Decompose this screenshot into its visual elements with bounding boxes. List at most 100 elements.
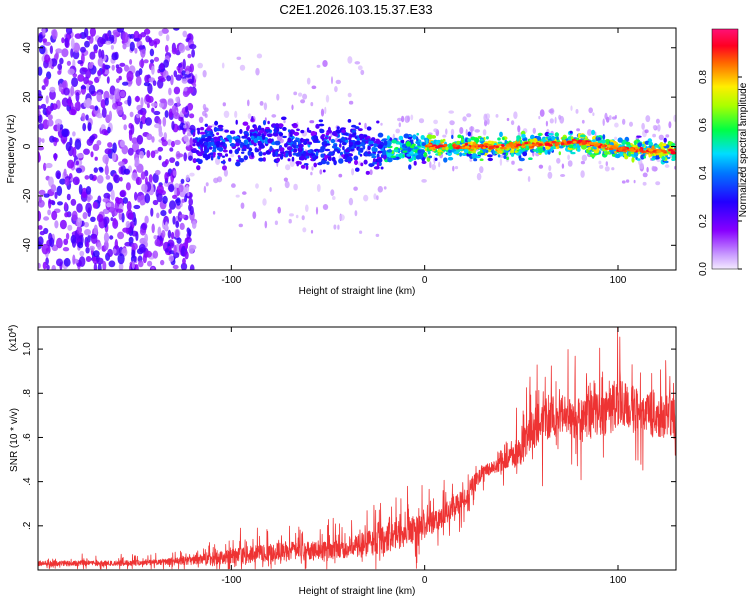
spectrogram-band-cell — [643, 155, 646, 159]
spectrogram-band-cell — [600, 139, 607, 144]
spectrogram-band-cell — [510, 152, 515, 157]
spectrogram-band-cell — [636, 135, 642, 138]
spectrogram-band-cell — [461, 138, 464, 144]
spectrogram-speckle-cell — [351, 168, 355, 176]
spectrogram-speckle-cell — [194, 73, 198, 80]
spectrogram-peak-cell — [656, 150, 662, 153]
spectrogram-peak-cell — [572, 140, 577, 144]
spectrogram-noise-cell — [160, 259, 165, 266]
spectrogram-speckle-cell — [302, 93, 308, 100]
snr-scale-suffix: ) — [8, 325, 19, 328]
spectrogram-speckle-cell — [652, 133, 656, 138]
spectrogram-noise-cell — [178, 184, 184, 193]
spectrogram-noise-cell — [123, 168, 130, 175]
spectrogram-noise-cell — [140, 171, 146, 180]
spectrogram-speckle-cell — [348, 197, 354, 206]
spectrogram-noise-cell — [47, 209, 51, 216]
spectrogram-speckle-cell — [548, 109, 554, 114]
spectrogram-band-cell — [229, 143, 236, 147]
spectrogram-noise-cell — [86, 241, 90, 248]
spectrogram-noise-cell — [172, 215, 176, 225]
spectrogram-band-cell — [305, 138, 310, 142]
spectrogram-band-cell — [351, 124, 357, 128]
spectrogram-noise-cell — [164, 172, 169, 182]
spectrogram-band-cell — [210, 141, 215, 146]
spectrogram-noise-cell — [64, 212, 69, 218]
spectrogram-speckle-cell — [223, 169, 228, 177]
spectrogram-band-cell — [447, 156, 454, 161]
spectrogram-band-cell — [252, 132, 257, 137]
spectrogram-noise-cell — [161, 28, 169, 34]
spectrogram-noise-cell — [96, 175, 104, 184]
spectrogram-speckle-cell — [311, 85, 317, 90]
spectrogram-band-cell — [214, 136, 219, 142]
spectrogram-speckle-cell — [293, 91, 298, 96]
spectrogram-peak-cell — [482, 146, 486, 150]
spectrogram-ticks: -100 0 100 -40 -20 0 20 40 — [22, 28, 676, 286]
spectrogram-band-cell — [391, 139, 397, 144]
spectrogram-speckle-cell — [269, 187, 272, 192]
spectrogram-noise-cell — [74, 33, 82, 39]
spectrogram-band-cell — [368, 140, 374, 145]
spectrogram-noise-cell — [38, 109, 41, 116]
spectrogram-band-cell — [568, 144, 575, 149]
spectrogram-speckle-cell — [484, 119, 488, 127]
spectrogram-band-cell — [324, 136, 328, 140]
spectrogram-noise-cell — [168, 184, 175, 193]
spectrogram-band-cell — [287, 158, 291, 162]
spectrogram-panel: -100 0 100 -40 -20 0 20 40 Height of straight l… — [6, 27, 677, 297]
spectrogram-noise-cell — [89, 51, 96, 60]
spectrogram-band-cell — [257, 140, 262, 145]
spectrogram-speckle-cell — [401, 115, 405, 123]
spectrogram-noise-cell — [104, 164, 109, 176]
spectrogram-band-cell — [241, 151, 245, 154]
spectrogram-speckle-cell — [238, 223, 243, 228]
spectrogram-noise-cell — [111, 151, 117, 162]
spectrogram-noise-cell — [126, 70, 134, 82]
spectrogram-noise-cell — [72, 146, 77, 158]
spectrogram-noise-cell — [72, 131, 76, 137]
spectrogram-speckle-cell — [230, 153, 235, 158]
spectrogram-band-cell — [641, 143, 645, 148]
spectrogram-band-cell — [326, 161, 330, 165]
spectrogram-band-cell — [661, 143, 667, 147]
spectrogram-speckle-cell — [570, 105, 573, 111]
spectrogram-speckle-cell — [203, 185, 207, 193]
spectrogram-band-cell — [313, 148, 320, 153]
spectrogram-band-cell — [625, 141, 631, 145]
spectrogram-band-cell — [292, 140, 297, 146]
spectrogram-noise-cell — [61, 128, 69, 138]
spectrogram-noise-cell — [56, 237, 63, 249]
spectrogram-speckle-cell — [325, 94, 330, 103]
spectrogram-band-cell — [261, 134, 266, 140]
spectrogram-noise-cell — [38, 189, 46, 196]
spectrogram-noise-cell — [103, 216, 110, 225]
spectrogram-noise-cell — [154, 239, 161, 247]
spectrogram-band-cell — [235, 119, 238, 125]
snr-series — [38, 327, 676, 570]
spectrogram-noise-cell — [191, 49, 196, 58]
spectrogram-noise-cell — [153, 235, 158, 240]
spectrogram-noise-cell — [131, 137, 138, 144]
spectrogram-band-cell — [354, 159, 358, 166]
spectrogram-noise-cell — [134, 264, 139, 270]
spectrogram-speckle-cell — [185, 70, 190, 75]
spectrogram-noise-cell — [80, 85, 87, 90]
spectrogram-band-cell — [278, 132, 284, 137]
spectrogram-band-cell — [331, 145, 338, 149]
spectrogram-noise-cell — [152, 172, 159, 184]
spectrogram-band-cell — [273, 128, 277, 134]
spectrogram-speckle-cell — [652, 125, 657, 130]
spectrogram-band-cell — [265, 126, 270, 130]
spectrogram-band-cell — [401, 144, 407, 148]
spectrogram-ytick-label: -40 — [22, 238, 33, 253]
spectrogram-noise-cell — [49, 86, 56, 93]
spectrogram-band-cell — [348, 141, 354, 146]
spectrogram-noise-cell — [191, 220, 197, 229]
spectrogram-noise-cell — [38, 105, 42, 110]
spectrogram-noise-cell — [153, 110, 161, 116]
snr-xtick-label: 100 — [610, 575, 627, 586]
spectrogram-band-cell — [386, 153, 392, 158]
spectrogram-speckle-cell — [538, 115, 541, 120]
spectrogram-band-cell — [525, 145, 529, 149]
